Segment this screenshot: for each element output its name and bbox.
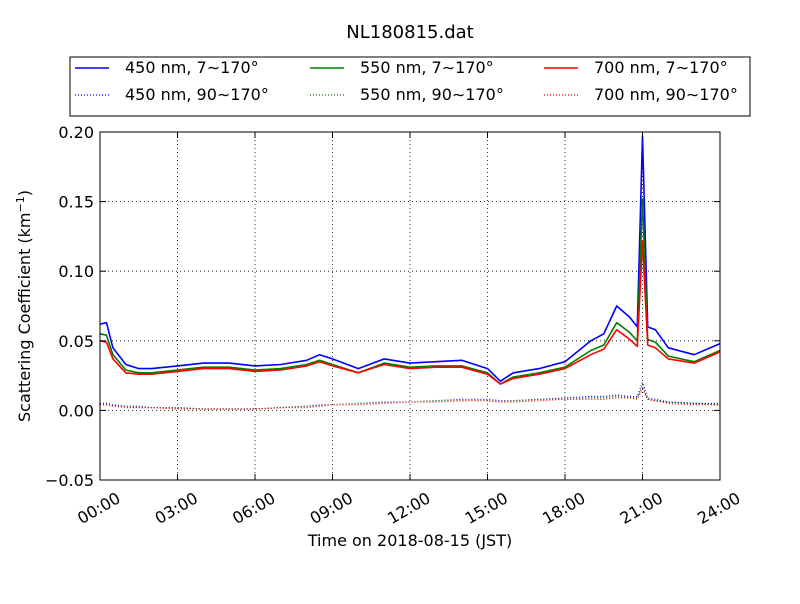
y-tick-label: −0.05: [45, 471, 94, 490]
series-line-550-nm-90-170: [100, 386, 721, 410]
y-axis-label-superscript: −1: [14, 196, 27, 212]
x-tick-label: 24:00: [694, 488, 743, 528]
y-axis-label-end: ): [15, 190, 34, 196]
series-line-700-nm-7-170: [99, 239, 721, 385]
legend: [69, 56, 751, 117]
legend-items: 450 nm, 7∼170° 450 nm, 90∼170° 550 nm, 7∼1…: [75, 58, 738, 104]
legend-label: 450 nm, 90∼170°: [125, 85, 269, 104]
y-axis-label-main: Scattering Coefficient (km: [15, 212, 34, 422]
series-line-700-nm-90-170: [100, 388, 720, 410]
series-layer: [99, 135, 721, 410]
y-tick-label: 0.20: [58, 123, 94, 142]
legend-label: 550 nm, 90∼170°: [360, 85, 504, 104]
x-tick-label: 21:00: [617, 488, 666, 528]
y-tick-label: 0.10: [58, 262, 94, 281]
series-line-550-nm-7-170: [99, 198, 721, 385]
x-tick-label: 18:00: [539, 488, 588, 528]
chart-title: NL180815.dat: [346, 22, 473, 43]
y-tick-label: 0.05: [58, 332, 94, 351]
y-tick-label: 0.15: [58, 193, 94, 212]
x-axis-label: Time on 2018-08-15 (JST): [307, 531, 512, 550]
x-tick-label: 03:00: [152, 488, 201, 528]
legend-label: 700 nm, 90∼170°: [594, 85, 738, 104]
x-tick-label: 12:00: [384, 488, 433, 528]
series-line-450-nm-7-170: [99, 135, 721, 382]
legend-label: 450 nm, 7∼170°: [125, 58, 259, 77]
legend-label: 550 nm, 7∼170°: [360, 58, 494, 77]
x-tick-label: 09:00: [307, 488, 356, 528]
legend-label: 700 nm, 7∼170°: [594, 58, 728, 77]
x-tick-label: 06:00: [229, 488, 278, 528]
y-tick-label: 0.00: [58, 401, 94, 420]
x-tick-label: 15:00: [462, 488, 511, 528]
y-axis-label: Scattering Coefficient (km−1): [14, 190, 34, 422]
grid-lines: [100, 132, 720, 480]
x-tick-label: 00:00: [74, 488, 123, 528]
